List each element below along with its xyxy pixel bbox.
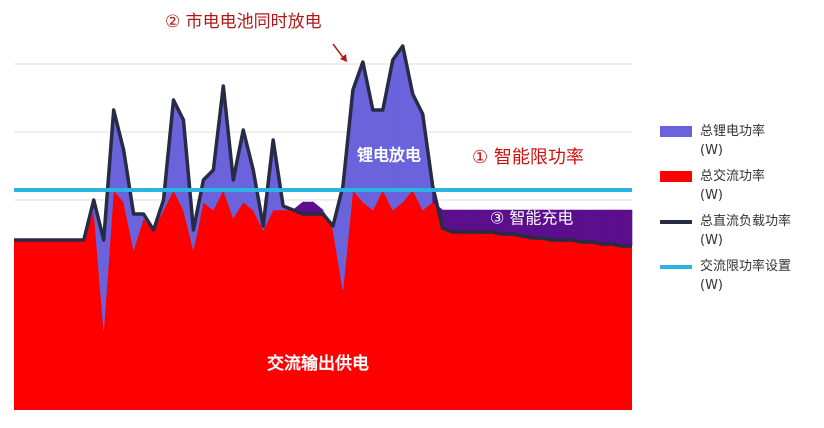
legend-label: 交流限功率设置 (W) [700,259,792,293]
area-segment [302,201,314,215]
legend-label: 总交流功率 (W) [700,169,766,203]
legend-swatch [660,126,692,137]
annotation: 交流输出供电 [267,353,369,374]
area-segment [462,209,473,233]
arrow-head [340,54,347,62]
legend-item: 总锂电功率 (W) [660,122,765,160]
legend-swatch [660,220,692,224]
legend-label: 总直流负载功率 (W) [700,214,792,248]
area-segment [571,209,583,243]
area-segment [621,209,633,247]
annotation: ③ 智能充电 [490,209,573,228]
area-segment [312,201,324,215]
area-segment [601,209,613,245]
legend-swatch [660,171,692,182]
plot [14,44,633,410]
legend-swatch [660,265,692,269]
area-segment [392,45,404,211]
annotation: 锂电放电 [357,146,421,165]
area-segment [452,209,463,233]
area-segment [591,209,603,245]
legend-item: 总交流功率 (W) [660,167,765,205]
annotation: ① 智能限功率 [472,147,584,168]
area-segment [472,209,483,233]
area-segment [611,209,623,247]
area [14,190,632,410]
annotation: ② 市电电池同时放电 [165,12,322,32]
legend-item: 交流限功率设置 (W) [660,257,791,295]
line [14,44,632,248]
legend-label: 总锂电功率 (W) [700,124,766,158]
legend-item: 总直流负载功率 (W) [660,212,791,250]
area-segment [581,209,593,243]
